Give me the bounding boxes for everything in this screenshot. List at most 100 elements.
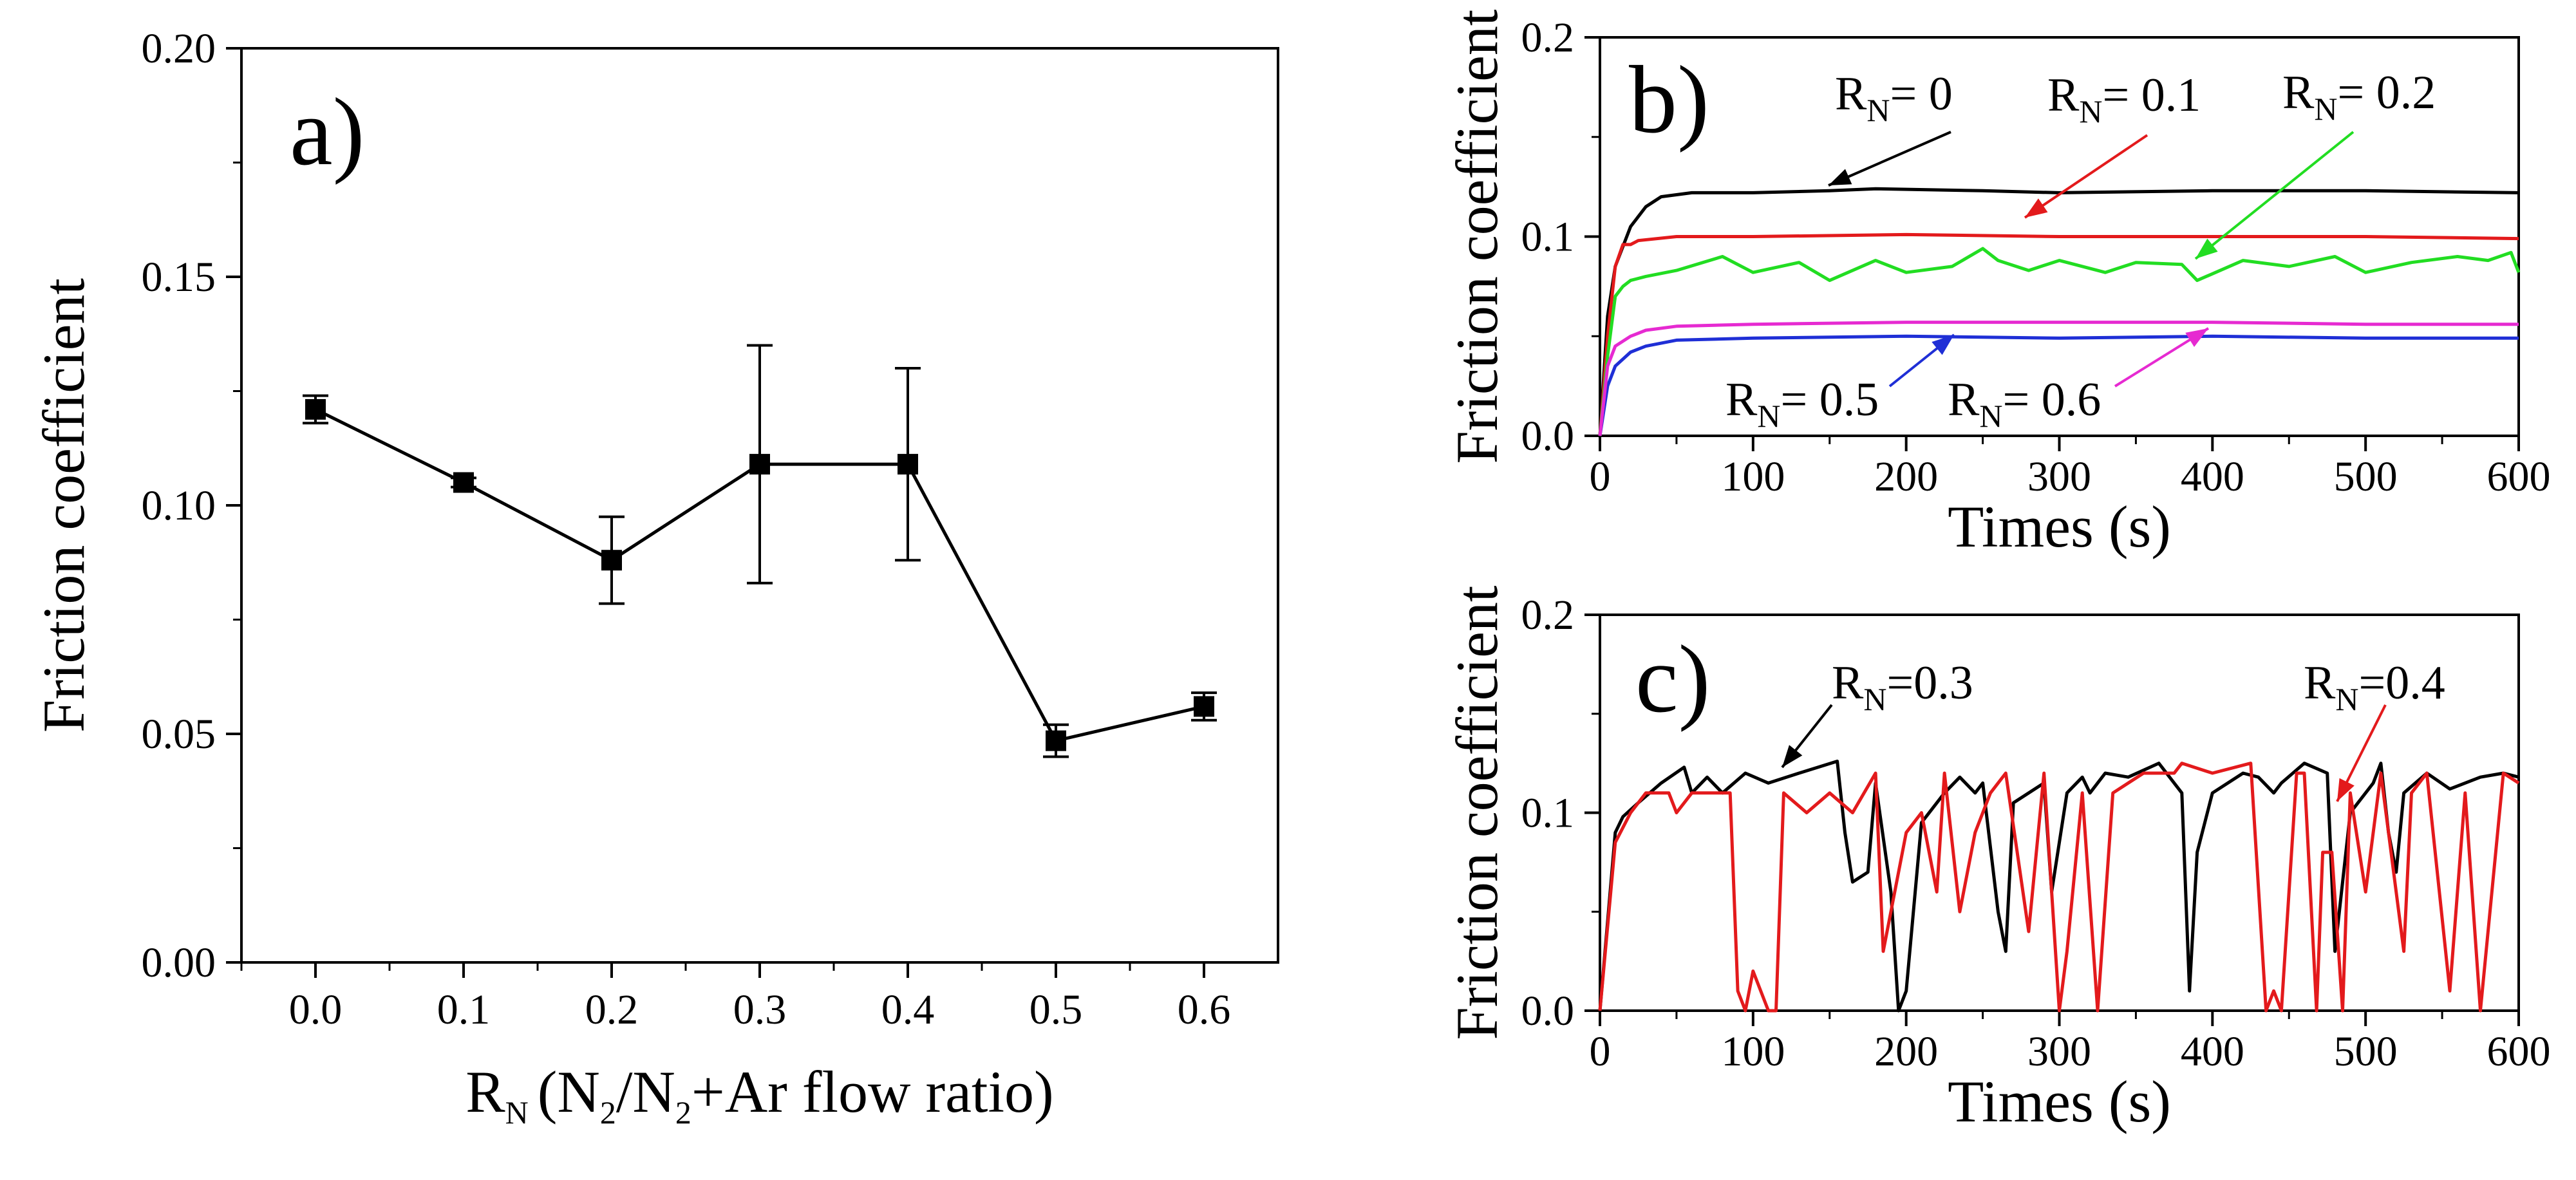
x-tick-label: 0.0 [289, 986, 343, 1033]
y-tick-label: 0.20 [142, 25, 216, 72]
x-tick-label: 0.3 [733, 986, 787, 1033]
series-label-rest: =0.3 [1886, 657, 1973, 709]
y-tick-label: 0.0 [1521, 988, 1575, 1035]
x-tick-label: 0.2 [585, 986, 639, 1033]
series-label-rest: = 0.1 [2102, 69, 2201, 122]
data-point [601, 550, 622, 571]
arrow-shaft [1828, 131, 1951, 187]
x-label-sub: 2 [675, 1094, 691, 1130]
series-label-sub: N [1863, 681, 1886, 717]
series-label: RN= 0.5 [1725, 373, 1879, 434]
series-label-sub: N [2335, 681, 2358, 717]
x-tick-label: 500 [2334, 1028, 2398, 1075]
arrow-head [2025, 198, 2048, 218]
series-label: RN= 0.6 [1948, 373, 2101, 434]
y-tick-label: 0.2 [1521, 14, 1575, 61]
series-label-rest: = 0.6 [2002, 373, 2101, 426]
data-point [898, 454, 918, 475]
data-point [305, 398, 326, 420]
series-label-main: R [1725, 373, 1758, 426]
x-tick-label: 300 [2027, 1028, 2091, 1075]
x-axis-label: Times (s) [1948, 1069, 2171, 1134]
y-tick-label: 0.15 [142, 254, 216, 301]
x-label-part: +Ar flow ratio) [691, 1059, 1054, 1125]
y-tick-label: 0.10 [142, 482, 216, 529]
annotation-arrow [2114, 327, 2210, 388]
x-label-sub: 2 [600, 1094, 616, 1130]
series-label-sub: N [2314, 91, 2337, 127]
data-point [1194, 696, 1214, 717]
x-tick-label: 200 [1874, 1028, 1938, 1075]
x-tick-label: 500 [2334, 453, 2398, 500]
panel-label: b) [1629, 46, 1709, 153]
data-point [453, 472, 474, 493]
series-label: RN= 0.2 [2282, 66, 2436, 127]
panel-label: c) [1635, 626, 1711, 733]
x-tick-label: 0.5 [1029, 986, 1083, 1033]
series-label: RN=0.4 [2304, 657, 2445, 717]
x-tick-label: 0 [1590, 1028, 1611, 1075]
series-label-rest: = 0.5 [1780, 373, 1879, 426]
y-tick-label: 0.2 [1521, 592, 1575, 639]
x-tick-label: 400 [2181, 1028, 2244, 1075]
arrow-head [1932, 335, 1954, 355]
annotation-arrow [2194, 131, 2355, 260]
series-label-main: R [1835, 68, 1867, 120]
arrow-shaft [2024, 134, 2148, 219]
annotation-arrow [2024, 134, 2148, 219]
annotations: RN= 0 RN= 0.1 RN= 0.2RN= 0.5 RN= 0.6RN=0.3 R… [1725, 66, 2445, 802]
x-tick-label: 100 [1721, 1028, 1785, 1075]
series-label-main: R [2304, 657, 2336, 709]
y-tick-label: 0.0 [1521, 413, 1575, 460]
panel-label: a) [290, 79, 365, 185]
annotation-arrow [1888, 333, 1955, 388]
series-label-main: R [1948, 373, 1980, 426]
series-label: RN= 0.1 [2047, 69, 2201, 129]
y-tick-label: 0.05 [142, 711, 216, 758]
annotation-arrow [2336, 704, 2387, 802]
arrow-head [2337, 778, 2355, 801]
x-tick-label: 0 [1590, 453, 1611, 500]
series-label-main: R [2282, 66, 2315, 119]
series-line [1598, 762, 2520, 1013]
series-label-main: R [1832, 657, 1864, 709]
y-axis-label: Friction coefficient [1444, 585, 1510, 1040]
annotation-arrow [1828, 131, 1951, 187]
x-tick-label: 600 [2487, 453, 2551, 500]
series-label-sub: N [1866, 92, 1890, 128]
series-label-rest: = 0 [1890, 68, 1952, 120]
series-line [1598, 232, 2519, 436]
arrow-shaft [2194, 131, 2355, 260]
arrow-head [2185, 328, 2208, 347]
series-label-sub: N [1757, 398, 1780, 434]
x-tick-label: 0.4 [881, 986, 935, 1033]
x-axis-label: Times (s) [1948, 494, 2171, 559]
arrow-head [1782, 745, 1803, 767]
x-tick-label: 100 [1721, 453, 1785, 500]
y-tick-label: 0.00 [142, 939, 216, 986]
series-label-sub: N [2079, 93, 2102, 129]
series-label-main: R [2047, 69, 2080, 122]
annotation-arrow [1781, 704, 1833, 769]
y-tick-label: 0.1 [1521, 214, 1575, 261]
x-label-part: (N [538, 1059, 600, 1125]
arrow-head [2195, 238, 2218, 259]
series-label: RN=0.3 [1832, 657, 1973, 717]
x-tick-label: 0.1 [437, 986, 491, 1033]
arrow-head [1829, 169, 1852, 185]
x-label-sub: N [505, 1094, 529, 1130]
x-tick-label: 600 [2487, 1028, 2551, 1075]
series-label: RN= 0 [1835, 68, 1953, 128]
data-point [749, 454, 770, 475]
series-label-rest: =0.4 [2358, 657, 2445, 709]
series-line [1598, 247, 2521, 436]
y-tick-label: 0.1 [1521, 790, 1575, 837]
x-tick-label: 300 [2027, 453, 2091, 500]
series-label-rest: = 0.2 [2337, 66, 2436, 119]
data-point [1046, 730, 1066, 751]
x-axis-label: RN (N2/N2+Ar flow ratio) [465, 1059, 1053, 1130]
x-label-part: /N [616, 1059, 675, 1125]
